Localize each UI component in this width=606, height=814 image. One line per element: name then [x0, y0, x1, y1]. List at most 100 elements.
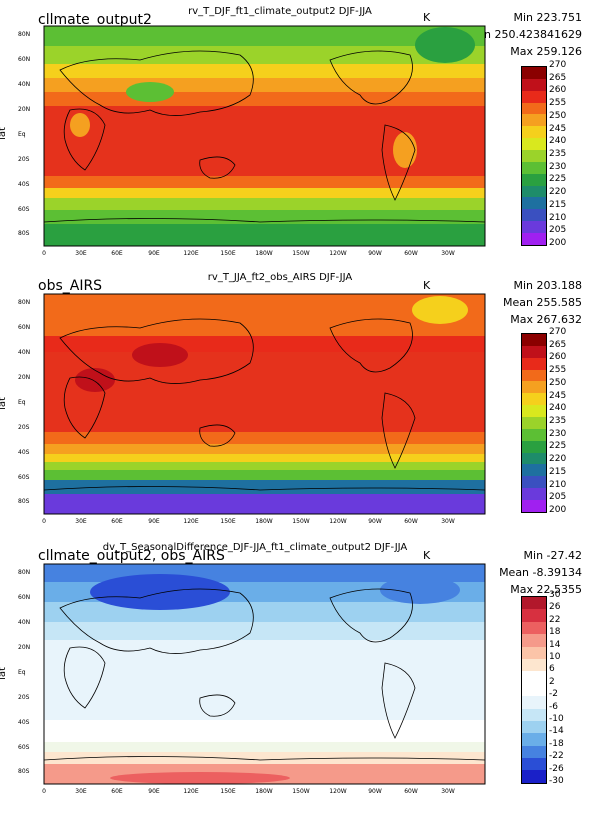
colorbar-label: 230: [549, 428, 567, 439]
coastline-south-america: [381, 392, 416, 469]
map-panel-2: obs_AIRS rv_T_JJA_ft2_obs_AIRS DJF-JJA K…: [0, 270, 606, 540]
stat-mean: Mean 255.585: [503, 296, 582, 309]
lon-tick: 30E: [75, 788, 87, 795]
lon-tick: 150E: [220, 250, 236, 257]
lon-tick: 0: [42, 788, 46, 795]
colorbar-segment: [522, 770, 546, 783]
colorbar-segment: [522, 597, 546, 610]
colorbar-label: 230: [549, 161, 567, 172]
colorbar-segment: [522, 173, 546, 186]
colorbar-label: -22: [549, 751, 564, 762]
colorbar-label: 215: [549, 199, 567, 210]
colorbar-label: 220: [549, 187, 567, 198]
lat-tick: 40S: [18, 719, 30, 726]
lon-tick: 120W: [329, 788, 347, 795]
panel-title-center: rv_T_DJF_ft1_climate_output2 DJF-JJA: [188, 6, 372, 17]
coastline-north-america: [329, 318, 413, 373]
lon-tick: 180W: [255, 250, 273, 257]
colorbar-label: 220: [549, 454, 567, 465]
lon-tick: 150E: [220, 518, 236, 525]
units-label: K: [423, 279, 431, 292]
stat-max: Max 22.5355: [510, 583, 582, 596]
colorbar-label: 10: [549, 652, 561, 662]
lat-tick: 40N: [18, 349, 31, 356]
panel-title-left: cllmate_output2: [38, 12, 152, 28]
coastline-eurasia: [59, 50, 254, 116]
colorbar-segment: [522, 405, 546, 418]
colorbar-label: 260: [549, 352, 567, 363]
lat-tick: 20N: [18, 644, 31, 651]
colorbar-label: 225: [549, 174, 567, 185]
coastline-north-america: [329, 588, 413, 643]
colorbar-segment: [522, 114, 546, 127]
lon-tick: 30W: [441, 788, 455, 795]
coastline-antarctica: [43, 486, 486, 491]
lon-tick: 150W: [292, 250, 310, 257]
colorbar-segment: [522, 634, 546, 647]
colorbar-segment: [522, 671, 546, 684]
map-panel-3: cllmate_output2, obs_AIRS dv_T_SeasonalD…: [0, 540, 606, 810]
colorbar-segment: [522, 758, 546, 771]
coastline-antarctica: [43, 218, 486, 223]
lon-tick: 60W: [404, 788, 418, 795]
colorbar-segment: [522, 658, 546, 672]
lat-tick: 40S: [18, 181, 30, 188]
colorbar-label: 250: [549, 110, 567, 121]
colorbar-label: 14: [549, 639, 561, 650]
lat-tick: 80N: [18, 299, 31, 306]
colorbar-segment: [522, 197, 546, 210]
colorbar: [521, 333, 547, 513]
colorbar-label: 18: [549, 627, 561, 638]
colorbar-segment: [522, 696, 546, 709]
colorbar-label: 2: [549, 676, 555, 687]
colorbar-label: 245: [549, 390, 567, 401]
colorbar-label: 215: [549, 466, 567, 477]
map-frame: [43, 563, 486, 785]
map-frame: [43, 25, 486, 247]
colorbar-label: 26: [549, 602, 561, 613]
coastline-australia: [199, 694, 236, 717]
colorbar-segment: [522, 488, 546, 501]
coastline-antarctica: [43, 756, 486, 761]
coastline-africa: [63, 376, 106, 439]
colorbar: [521, 66, 547, 246]
coastline-south-america: [381, 124, 416, 201]
colorbar-label: 30: [549, 590, 561, 600]
lat-tick: Eq: [18, 399, 26, 406]
map-plot-1: [43, 25, 486, 247]
colorbar-segment: [522, 221, 546, 234]
lon-tick: 60E: [111, 250, 123, 257]
lat-tick: 40N: [18, 81, 31, 88]
colorbar-segment: [522, 733, 546, 746]
panel-title-left: cllmate_output2, obs_AIRS: [38, 548, 225, 564]
colorbar-segment: [522, 621, 546, 635]
colorbar-segment: [522, 357, 546, 370]
colorbar-label: 200: [549, 505, 567, 515]
colorbar-label: 240: [549, 136, 567, 147]
lat-tick: Eq: [18, 131, 26, 138]
colorbar-segment: [522, 500, 546, 512]
lon-tick: 30E: [75, 518, 87, 525]
stat-min: Min 203.188: [513, 279, 582, 292]
colorbar-label: 200: [549, 238, 567, 248]
stat-mean: Mean 250.423841629: [461, 28, 582, 41]
coastline-south-america: [381, 662, 416, 739]
colorbar-segment: [522, 646, 546, 659]
colorbar-label: 22: [549, 614, 561, 625]
colorbar-label: -30: [549, 776, 564, 786]
colorbar-segment: [522, 708, 546, 721]
lon-tick: 60W: [404, 518, 418, 525]
colorbar-label: -14: [549, 726, 564, 737]
colorbar-label: 245: [549, 123, 567, 134]
lon-tick: 90W: [368, 788, 382, 795]
colorbar-segment: [522, 78, 546, 91]
colorbar-label: -18: [549, 738, 564, 749]
lon-tick: 90E: [148, 788, 160, 795]
stat-max: Max 259.126: [510, 45, 582, 58]
colorbar-segment: [522, 720, 546, 734]
lat-tick: 60N: [18, 56, 31, 63]
colorbar-segment: [522, 138, 546, 151]
coastline-eurasia: [59, 318, 254, 384]
colorbar-label: 250: [549, 377, 567, 388]
colorbar-label: 235: [549, 149, 567, 159]
